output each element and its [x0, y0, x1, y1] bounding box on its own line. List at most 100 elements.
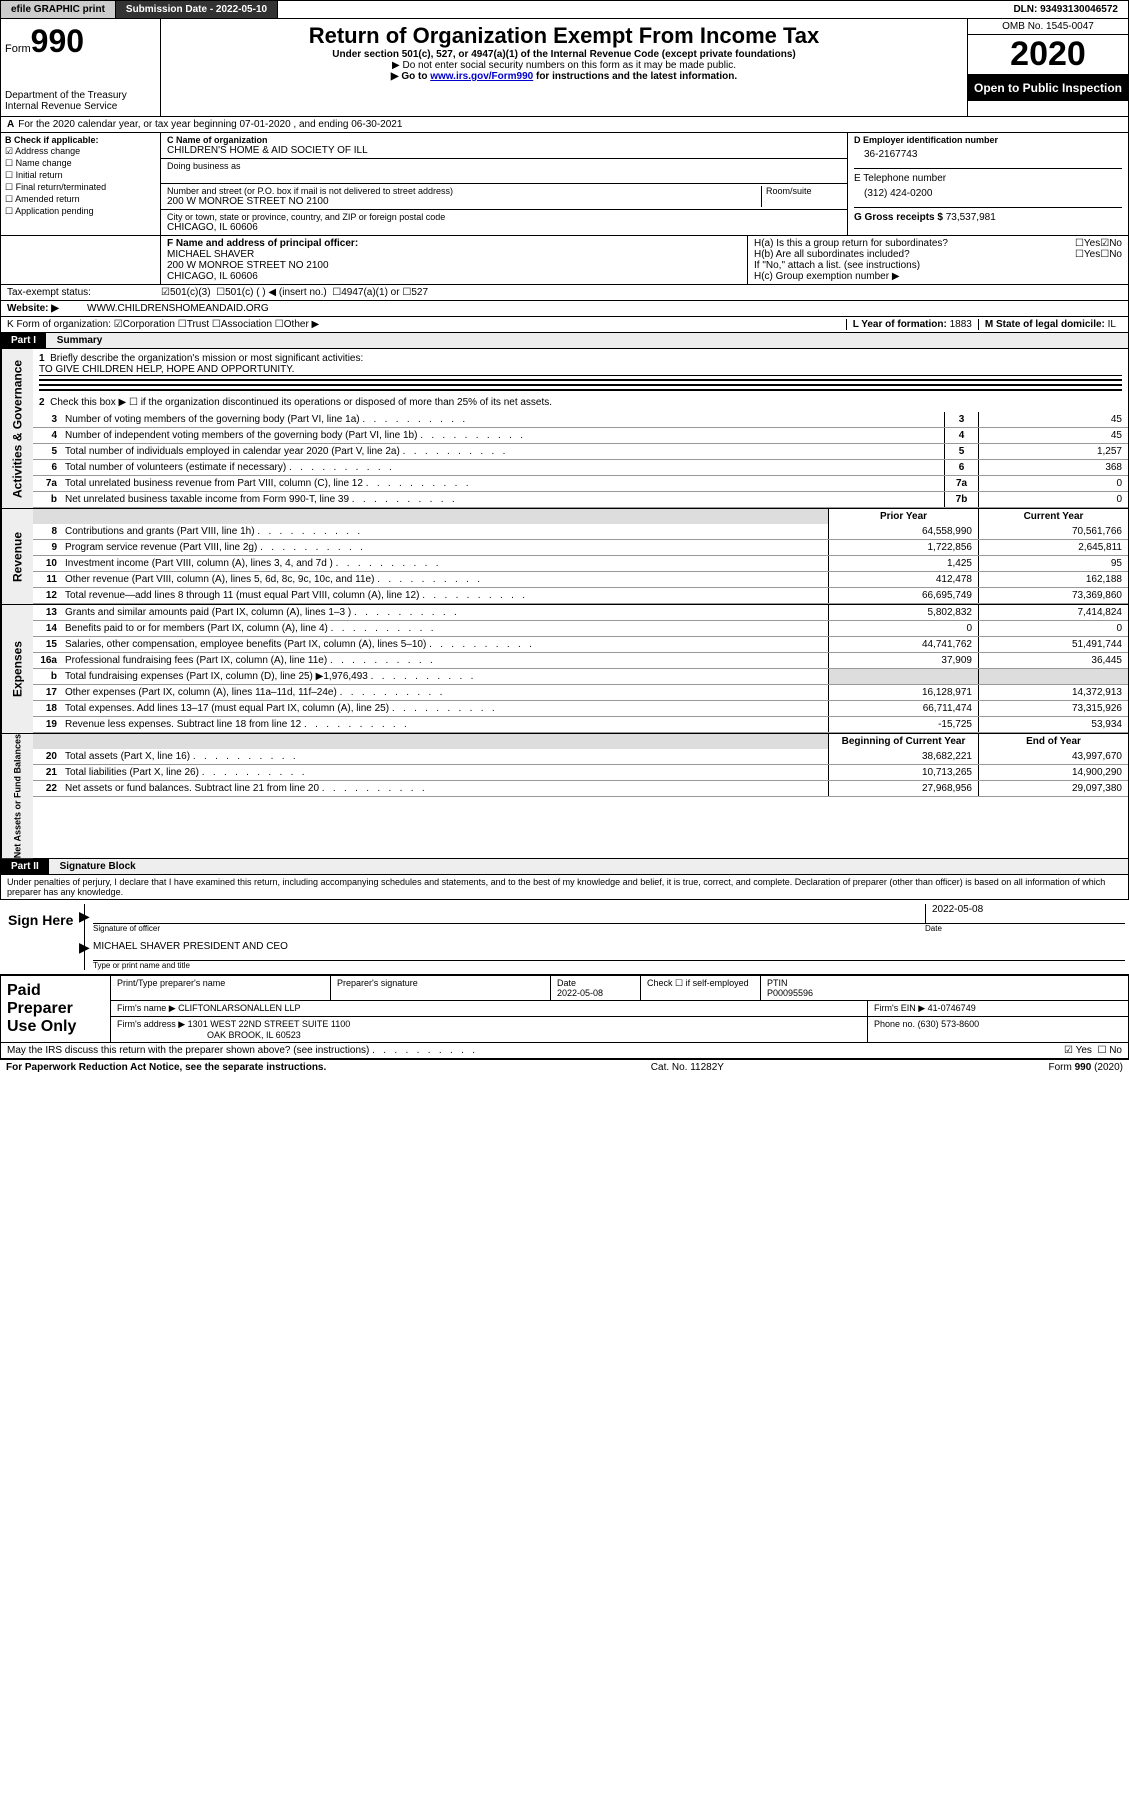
- q1-label: Briefly describe the organization's miss…: [50, 353, 363, 364]
- prep-name-h: Print/Type preparer's name: [111, 976, 331, 1000]
- firm-addr-l: Firm's address ▶: [117, 1019, 185, 1029]
- officer-addr: 200 W MONROE STREET NO 2100: [167, 260, 741, 271]
- parti-header: Part I Summary: [0, 333, 1129, 349]
- parti-label: Part I: [1, 333, 46, 348]
- room-suite: Room/suite: [761, 186, 841, 207]
- block-fh: F Name and address of principal officer:…: [0, 236, 1129, 285]
- k-corp[interactable]: ☑: [114, 319, 123, 330]
- form-label: Form: [5, 43, 31, 55]
- opt-trust: Trust: [187, 319, 209, 330]
- firm-name-l: Firm's name ▶: [117, 1003, 176, 1013]
- cb-amended[interactable]: ☐ Amended return: [5, 194, 156, 205]
- col-prior: Prior Year: [828, 509, 978, 524]
- opt-final: Final return/terminated: [16, 182, 107, 192]
- arrow-icon-2: ▶: [79, 939, 90, 956]
- opt-amended: Amended return: [15, 194, 80, 204]
- line-21: 21Total liabilities (Part X, line 26) 10…: [33, 765, 1128, 781]
- i-527[interactable]: ☐: [402, 287, 411, 298]
- line-10: 10Investment income (Part VIII, column (…: [33, 556, 1128, 572]
- line-20: 20Total assets (Part X, line 16) 38,682,…: [33, 749, 1128, 765]
- i-label: Tax-exempt status:: [7, 287, 161, 298]
- line-b: bTotal fundraising expenses (Part IX, co…: [33, 669, 1128, 685]
- k-assoc[interactable]: ☐: [212, 319, 221, 330]
- net-vlabel: Net Assets or Fund Balances: [1, 734, 33, 858]
- m-label: M State of legal domicile:: [985, 319, 1105, 330]
- perjury-text: Under penalties of perjury, I declare th…: [0, 875, 1129, 900]
- efile-button[interactable]: efile GRAPHIC print: [1, 1, 116, 18]
- irs-link[interactable]: www.irs.gov/Form990: [430, 71, 533, 82]
- line-15: 15Salaries, other compensation, employee…: [33, 637, 1128, 653]
- no-text: No: [1109, 238, 1122, 249]
- discuss-no[interactable]: ☐: [1097, 1045, 1106, 1056]
- k-other[interactable]: ☐: [275, 319, 284, 330]
- line-7a: 7aTotal unrelated business revenue from …: [33, 476, 1128, 492]
- line-8: 8Contributions and grants (Part VIII, li…: [33, 524, 1128, 540]
- addr-label: Number and street (or P.O. box if mail i…: [167, 186, 761, 196]
- hb-note: If "No," attach a list. (see instruction…: [754, 260, 1122, 271]
- hb-no[interactable]: ☐: [1100, 249, 1109, 260]
- hb-yes[interactable]: ☐: [1075, 249, 1084, 260]
- cb-pending[interactable]: ☐ Application pending: [5, 206, 156, 217]
- cb-name-change[interactable]: ☐ Name change: [5, 158, 156, 169]
- revenue-block: Revenue Prior YearCurrent Year 8Contribu…: [0, 509, 1129, 605]
- footer-cat: Cat. No. 11282Y: [651, 1062, 724, 1073]
- discuss-text: May the IRS discuss this return with the…: [7, 1045, 475, 1056]
- opt-initial: Initial return: [16, 170, 63, 180]
- self-employed[interactable]: Check ☐ if self-employed: [641, 976, 761, 1000]
- i-4947[interactable]: ☐: [332, 287, 341, 298]
- opt-501c3: 501(c)(3): [170, 287, 211, 298]
- box-klm: K Form of organization: ☑ Corporation ☐ …: [0, 317, 1129, 333]
- firm-addr: 1301 WEST 22ND STREET SUITE 1100: [188, 1019, 351, 1029]
- form-subtitle: Under section 501(c), 527, or 4947(a)(1)…: [165, 49, 963, 60]
- submission-date: Submission Date - 2022-05-10: [116, 1, 278, 18]
- ptin-label: PTIN: [767, 978, 788, 988]
- year-formation: 1883: [950, 319, 972, 330]
- box-h: H(a) Is this a group return for subordin…: [748, 236, 1128, 284]
- k-trust[interactable]: ☐: [178, 319, 187, 330]
- dba-label: Doing business as: [167, 161, 841, 171]
- line-22: 22Net assets or fund balances. Subtract …: [33, 781, 1128, 797]
- box-c: C Name of organization CHILDREN'S HOME &…: [161, 133, 848, 235]
- org-city: CHICAGO, IL 60606: [167, 222, 841, 233]
- line-19: 19Revenue less expenses. Subtract line 1…: [33, 717, 1128, 733]
- line-11: 11Other revenue (Part VIII, column (A), …: [33, 572, 1128, 588]
- firm-ein: 41-0746749: [928, 1003, 976, 1013]
- sign-label: Sign Here: [4, 904, 84, 970]
- parti-title: Summary: [49, 335, 103, 346]
- j-label: Website: ▶: [7, 303, 87, 314]
- l-label: L Year of formation:: [853, 319, 947, 330]
- cb-address-change[interactable]: ☑ Address change: [5, 146, 156, 157]
- line-16a: 16aProfessional fundraising fees (Part I…: [33, 653, 1128, 669]
- domicile: IL: [1108, 319, 1116, 330]
- date-cap: Date: [925, 924, 1125, 933]
- i-501c3[interactable]: ☑: [161, 287, 170, 298]
- footer: For Paperwork Reduction Act Notice, see …: [0, 1059, 1129, 1075]
- open-inspection: Open to Public Inspection: [968, 75, 1128, 101]
- netassets-block: Net Assets or Fund Balances Beginning of…: [0, 734, 1129, 859]
- no3: No: [1109, 1045, 1122, 1056]
- discuss-yes[interactable]: ☑: [1064, 1045, 1073, 1056]
- col-begin: Beginning of Current Year: [828, 734, 978, 749]
- opt-4947: 4947(a)(1) or: [341, 287, 399, 298]
- b-title: B Check if applicable:: [5, 135, 99, 145]
- footer-990: 990: [1075, 1062, 1092, 1073]
- yes3: Yes: [1076, 1045, 1092, 1056]
- footer-right: Form 990 (2020): [1049, 1062, 1124, 1073]
- i-501c[interactable]: ☐: [216, 287, 225, 298]
- opt-name: Name change: [16, 158, 72, 168]
- a-text: For the 2020 calendar year, or tax year …: [18, 119, 402, 130]
- arrow-icon: ▶: [79, 908, 90, 925]
- form-number: Form990: [5, 23, 156, 60]
- cb-initial[interactable]: ☐ Initial return: [5, 170, 156, 181]
- ptin: P00095596: [767, 988, 813, 998]
- ha-no[interactable]: ☑: [1100, 238, 1109, 249]
- org-name: CHILDREN'S HOME & AID SOCIETY OF ILL: [167, 145, 841, 156]
- firm-ein-l: Firm's EIN ▶: [874, 1003, 925, 1013]
- ha-yes[interactable]: ☐: [1075, 238, 1084, 249]
- partii-header: Part II Signature Block: [0, 859, 1129, 875]
- cb-final[interactable]: ☐ Final return/terminated: [5, 182, 156, 193]
- line-5: 5Total number of individuals employed in…: [33, 444, 1128, 460]
- opt-assoc: Association: [221, 319, 272, 330]
- opt-501c: 501(c) ( ) ◀ (insert no.): [225, 287, 327, 298]
- org-address: 200 W MONROE STREET NO 2100: [167, 196, 761, 207]
